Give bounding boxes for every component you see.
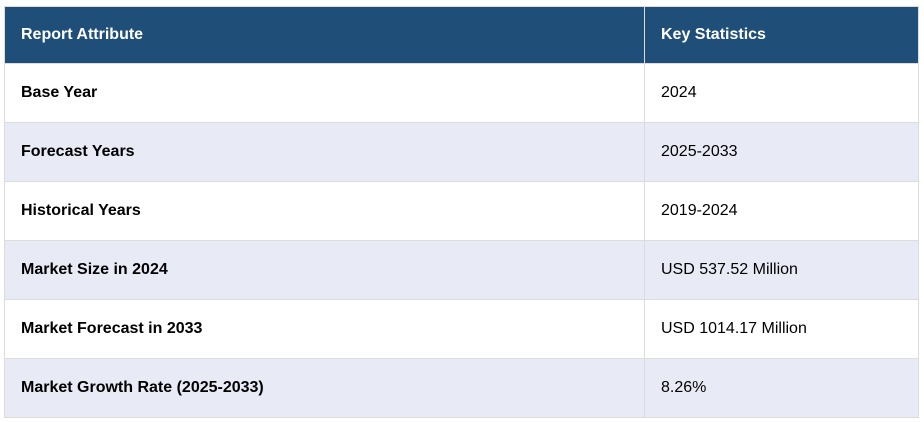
row-value-forecast-years: 2025-2033: [644, 122, 919, 182]
row-value-market-forecast: USD 1014.17 Million: [644, 299, 919, 359]
row-attribute-base-year: Base Year: [4, 63, 645, 123]
row-attribute-historical-years: Historical Years: [4, 181, 645, 241]
table-row: Base Year 2024: [4, 63, 919, 123]
header-report-attribute: Report Attribute: [4, 6, 645, 64]
row-attribute-market-size: Market Size in 2024: [4, 240, 645, 300]
table-row: Market Growth Rate (2025-2033) 8.26%: [4, 358, 919, 418]
row-value-market-size: USD 537.52 Million: [644, 240, 919, 300]
row-attribute-forecast-years: Forecast Years: [4, 122, 645, 182]
report-table-container: Report Attribute Key Statistics Base Yea…: [4, 6, 919, 418]
row-value-base-year: 2024: [644, 63, 919, 123]
table-row: Historical Years 2019-2024: [4, 181, 919, 241]
row-value-historical-years: 2019-2024: [644, 181, 919, 241]
row-value-growth-rate: 8.26%: [644, 358, 919, 418]
table-row: Market Forecast in 2033 USD 1014.17 Mill…: [4, 299, 919, 359]
report-attributes-table: Report Attribute Key Statistics Base Yea…: [4, 6, 919, 418]
row-attribute-market-forecast: Market Forecast in 2033: [4, 299, 645, 359]
table-row: Forecast Years 2025-2033: [4, 122, 919, 182]
table-row: Market Size in 2024 USD 537.52 Million: [4, 240, 919, 300]
table-header-row: Report Attribute Key Statistics: [4, 6, 919, 64]
header-key-statistics: Key Statistics: [644, 6, 919, 64]
row-attribute-growth-rate: Market Growth Rate (2025-2033): [4, 358, 645, 418]
